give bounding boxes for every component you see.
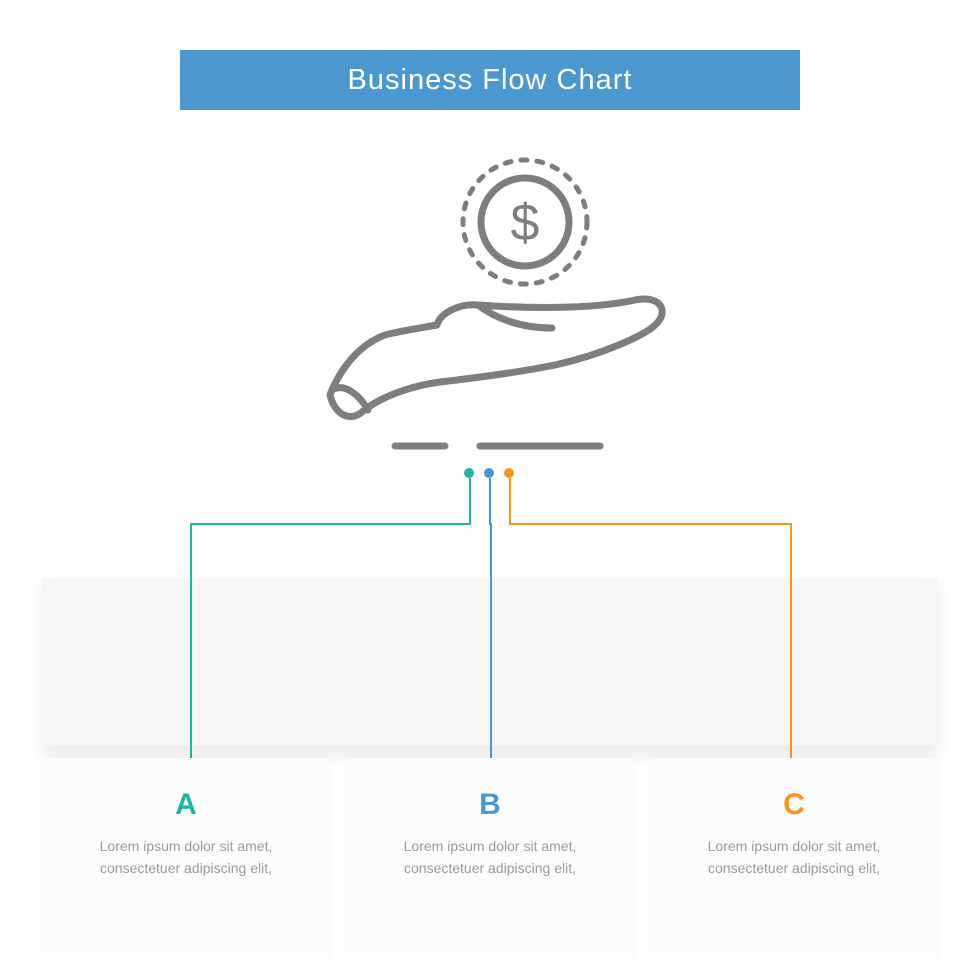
svg-text:$: $ — [511, 194, 540, 252]
connector-line — [509, 478, 511, 523]
card-letter: A — [64, 788, 308, 822]
connector-dot — [504, 468, 514, 478]
page-title: Business Flow Chart — [348, 64, 633, 97]
card-text: Lorem ipsum dolor sit amet, consectetuer… — [64, 836, 308, 879]
cards-row: A Lorem ipsum dolor sit amet, consectetu… — [42, 758, 938, 958]
connector-dot — [464, 468, 474, 478]
card-text: Lorem ipsum dolor sit amet, consectetuer… — [672, 836, 916, 879]
card-a: A Lorem ipsum dolor sit amet, consectetu… — [42, 758, 330, 958]
connector-line — [190, 523, 471, 525]
connector-area — [0, 468, 980, 758]
connector-line — [490, 523, 492, 760]
connector-line — [509, 523, 792, 525]
card-letter: B — [368, 788, 612, 822]
card-letter: C — [672, 788, 916, 822]
connector-line — [489, 478, 491, 523]
hand-coin-icon: $ — [290, 150, 690, 460]
connector-line — [190, 523, 192, 760]
card-b: B Lorem ipsum dolor sit amet, consectetu… — [346, 758, 634, 958]
connector-line — [790, 523, 792, 760]
card-text: Lorem ipsum dolor sit amet, consectetuer… — [368, 836, 612, 879]
header-bar: Business Flow Chart — [180, 50, 800, 110]
connector-line — [469, 478, 471, 523]
card-c: C Lorem ipsum dolor sit amet, consectetu… — [650, 758, 938, 958]
connector-dot — [484, 468, 494, 478]
